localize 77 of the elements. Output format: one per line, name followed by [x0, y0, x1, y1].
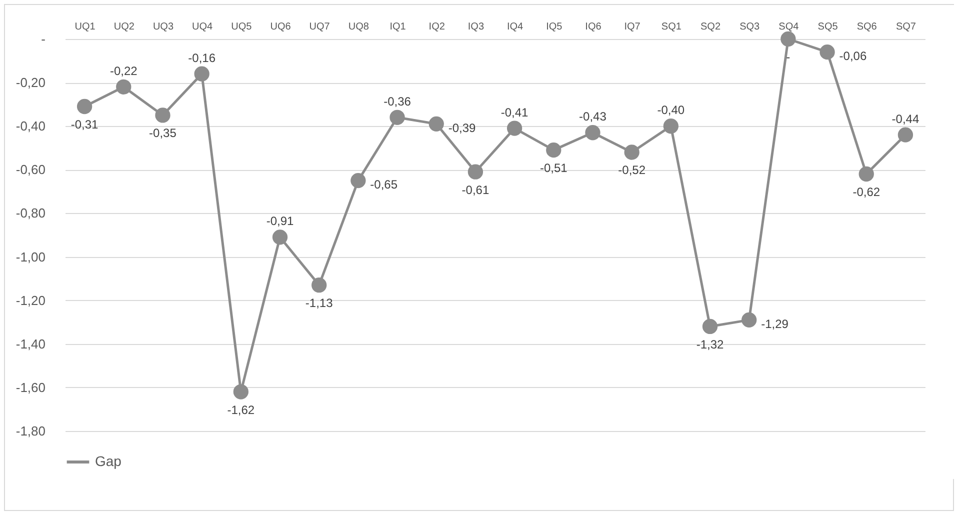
x-tick-label: SQ4 — [778, 22, 800, 32]
point — [506, 120, 522, 136]
point — [624, 144, 640, 160]
y-tick-label: -1,40 — [16, 336, 46, 352]
point — [350, 172, 366, 188]
data-label: -1,29 — [761, 316, 789, 331]
data-label: -0,51 — [540, 161, 568, 176]
x-tick-label: UQ6 — [270, 22, 292, 32]
x-tick-label: UQ8 — [348, 22, 370, 32]
point — [233, 384, 248, 400]
data-label: -0,39 — [448, 120, 476, 135]
x-tick-label: UQ1 — [74, 22, 96, 32]
x-tick-label: IQ5 — [546, 22, 563, 32]
data-label: -0,65 — [370, 178, 398, 192]
data-label: -0,52 — [618, 163, 646, 178]
legend-label: Gap — [95, 453, 122, 469]
point — [390, 110, 405, 125]
data-label: -0,43 — [579, 110, 607, 124]
data-label: -1,13 — [305, 296, 334, 310]
x-tick-label: UQ2 — [114, 22, 135, 32]
y-tick-label: -1,80 — [16, 424, 46, 438]
data-label: -0,44 — [892, 112, 920, 126]
data-label: -0,35 — [149, 126, 177, 140]
y-tick-label: -0,80 — [16, 206, 46, 221]
point — [585, 125, 600, 140]
point — [858, 166, 874, 182]
x-tick-label: UQ7 — [309, 22, 330, 32]
point — [312, 278, 327, 293]
point — [820, 44, 835, 60]
point — [76, 98, 92, 114]
x-tick-label: SQ1 — [661, 22, 682, 32]
x-tick-label: UQ3 — [152, 22, 174, 32]
data-label: -0,41 — [500, 105, 529, 120]
point — [428, 116, 444, 132]
y-tick-label: -1,00 — [16, 249, 46, 264]
data-label: -0,91 — [266, 214, 294, 228]
point — [155, 108, 170, 123]
data-label: - — [786, 50, 790, 64]
data-label: -0,31 — [70, 118, 99, 132]
x-tick-label: SQ5 — [818, 22, 838, 32]
point — [742, 312, 757, 328]
data-label: -0,36 — [384, 94, 412, 108]
data-label: -0,61 — [462, 182, 490, 197]
point — [702, 318, 718, 334]
x-tick-label: IQ6 — [585, 22, 602, 32]
y-tick-label: -0,60 — [16, 162, 46, 178]
data-label: -1,32 — [696, 337, 724, 352]
y-tick-label: -1,20 — [16, 292, 46, 308]
point — [116, 79, 132, 94]
data-label: -1,62 — [227, 402, 255, 417]
data-label: -0,16 — [188, 50, 216, 65]
y-tick-label: -0,20 — [16, 75, 46, 90]
x-tick-label: SQ7 — [896, 22, 916, 32]
x-tick-label: IQ3 — [468, 22, 484, 32]
x-tick-label: IQ7 — [624, 22, 641, 32]
data-label: -0,22 — [110, 64, 138, 78]
y-tick-label: -1,60 — [16, 380, 46, 395]
x-tick-label: SQ3 — [740, 22, 760, 32]
point — [468, 164, 484, 180]
x-tick-label: SQ6 — [856, 22, 878, 32]
x-tick-label: UQ4 — [192, 22, 214, 32]
point — [546, 142, 562, 158]
point — [898, 127, 914, 142]
x-tick-label: SQ2 — [700, 22, 721, 32]
point — [780, 31, 796, 47]
y-tick-label: - — [41, 32, 46, 46]
point — [272, 230, 288, 245]
x-tick-label: IQ2 — [428, 22, 446, 32]
point — [194, 66, 210, 82]
x-tick-label: UQ5 — [231, 22, 252, 32]
data-label: -0,40 — [657, 103, 685, 118]
x-tick-label: IQ1 — [390, 22, 406, 32]
data-label: -0,62 — [852, 185, 880, 200]
point — [663, 118, 678, 134]
y-tick-label: -0,40 — [16, 118, 46, 134]
data-label: -0,06 — [839, 49, 867, 64]
x-tick-label: IQ4 — [506, 22, 524, 32]
